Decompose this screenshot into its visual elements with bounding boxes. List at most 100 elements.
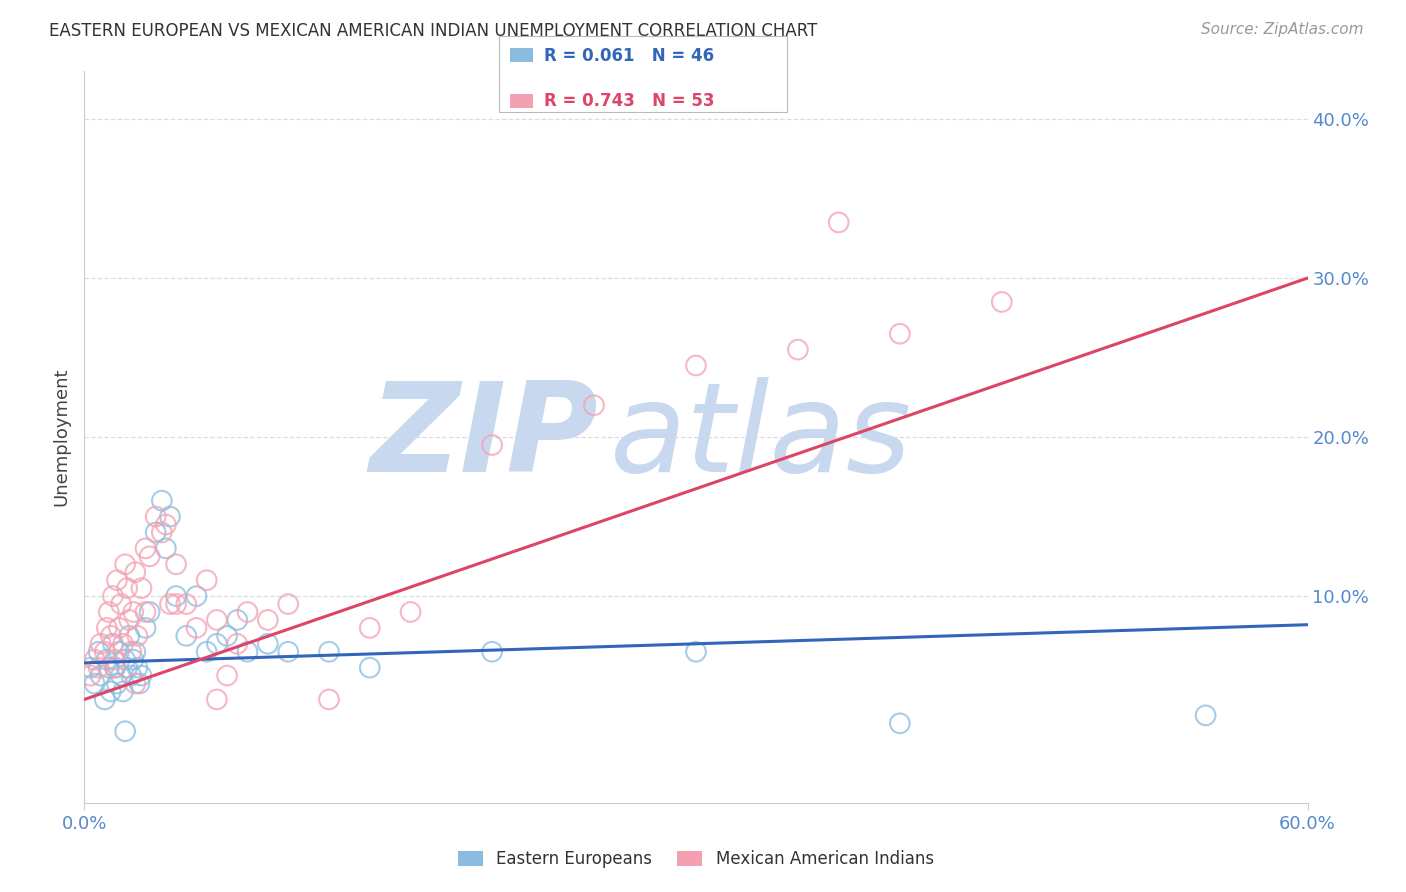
Point bbox=[114, 653, 136, 667]
Point bbox=[124, 566, 146, 580]
Point bbox=[159, 597, 181, 611]
Point bbox=[104, 660, 127, 674]
Point bbox=[115, 660, 138, 674]
Text: atlas: atlas bbox=[610, 376, 912, 498]
Point bbox=[112, 684, 135, 698]
Text: R = 0.743   N = 53: R = 0.743 N = 53 bbox=[544, 92, 714, 111]
Point bbox=[318, 645, 340, 659]
Point bbox=[787, 343, 810, 357]
Point bbox=[205, 613, 228, 627]
Point bbox=[135, 605, 157, 619]
Point bbox=[205, 692, 228, 706]
Point bbox=[165, 597, 187, 611]
Point bbox=[217, 629, 239, 643]
Point bbox=[481, 645, 503, 659]
Legend: Eastern Europeans, Mexican American Indians: Eastern Europeans, Mexican American Indi… bbox=[451, 844, 941, 875]
Point bbox=[105, 676, 128, 690]
Point bbox=[165, 558, 187, 572]
Point bbox=[115, 581, 138, 595]
Point bbox=[257, 637, 280, 651]
Point bbox=[145, 509, 167, 524]
Point bbox=[93, 645, 115, 659]
Point bbox=[87, 660, 110, 674]
Point bbox=[110, 597, 132, 611]
Point bbox=[135, 541, 157, 556]
Point bbox=[131, 581, 153, 595]
Point bbox=[1195, 708, 1218, 723]
Point bbox=[165, 589, 187, 603]
Point bbox=[90, 637, 112, 651]
Point bbox=[96, 621, 118, 635]
Point bbox=[118, 613, 141, 627]
Point bbox=[112, 637, 135, 651]
Point bbox=[87, 645, 110, 659]
Point bbox=[97, 660, 120, 674]
Point bbox=[83, 653, 105, 667]
Point bbox=[155, 517, 177, 532]
Point bbox=[991, 294, 1014, 309]
Text: R = 0.061   N = 46: R = 0.061 N = 46 bbox=[544, 46, 714, 65]
Point bbox=[100, 684, 122, 698]
Point bbox=[110, 668, 132, 682]
Point bbox=[174, 629, 197, 643]
Text: Source: ZipAtlas.com: Source: ZipAtlas.com bbox=[1201, 22, 1364, 37]
Point bbox=[145, 525, 167, 540]
Text: ZIP: ZIP bbox=[370, 376, 598, 498]
Point bbox=[104, 660, 127, 674]
Point bbox=[685, 645, 707, 659]
Point bbox=[96, 653, 118, 667]
Point bbox=[359, 621, 381, 635]
Point bbox=[124, 676, 146, 690]
Point bbox=[122, 653, 145, 667]
Point bbox=[186, 621, 208, 635]
Point bbox=[889, 716, 911, 731]
Point bbox=[205, 637, 228, 651]
Point bbox=[138, 605, 160, 619]
Point bbox=[135, 621, 157, 635]
Point bbox=[124, 645, 146, 659]
Point bbox=[105, 573, 128, 587]
Point bbox=[150, 525, 173, 540]
Point bbox=[195, 573, 218, 587]
Point bbox=[217, 668, 239, 682]
Point bbox=[127, 660, 149, 674]
Point bbox=[122, 605, 145, 619]
Point bbox=[828, 215, 851, 229]
Y-axis label: Unemployment: Unemployment bbox=[52, 368, 70, 507]
Point bbox=[583, 398, 606, 412]
Point bbox=[226, 637, 249, 651]
Point bbox=[118, 629, 141, 643]
Point bbox=[93, 692, 115, 706]
Point bbox=[100, 629, 122, 643]
Point bbox=[114, 558, 136, 572]
Point bbox=[174, 597, 197, 611]
Point bbox=[120, 645, 142, 659]
Point bbox=[108, 645, 131, 659]
Point bbox=[138, 549, 160, 564]
Point bbox=[104, 653, 127, 667]
Point bbox=[120, 668, 142, 682]
Point bbox=[399, 605, 422, 619]
Point bbox=[131, 668, 153, 682]
Point bbox=[318, 692, 340, 706]
Point bbox=[257, 613, 280, 627]
Point bbox=[79, 668, 101, 682]
Point bbox=[83, 676, 105, 690]
Point bbox=[359, 660, 381, 674]
Point bbox=[97, 605, 120, 619]
Point bbox=[101, 637, 124, 651]
Point bbox=[685, 359, 707, 373]
Point bbox=[236, 605, 259, 619]
Point bbox=[226, 613, 249, 627]
Point bbox=[186, 589, 208, 603]
Point bbox=[159, 509, 181, 524]
Point bbox=[108, 621, 131, 635]
Point bbox=[150, 493, 173, 508]
Point bbox=[277, 645, 299, 659]
Point bbox=[481, 438, 503, 452]
Point bbox=[195, 645, 218, 659]
Point bbox=[277, 597, 299, 611]
Text: EASTERN EUROPEAN VS MEXICAN AMERICAN INDIAN UNEMPLOYMENT CORRELATION CHART: EASTERN EUROPEAN VS MEXICAN AMERICAN IND… bbox=[49, 22, 817, 40]
Point bbox=[90, 668, 112, 682]
Point bbox=[889, 326, 911, 341]
